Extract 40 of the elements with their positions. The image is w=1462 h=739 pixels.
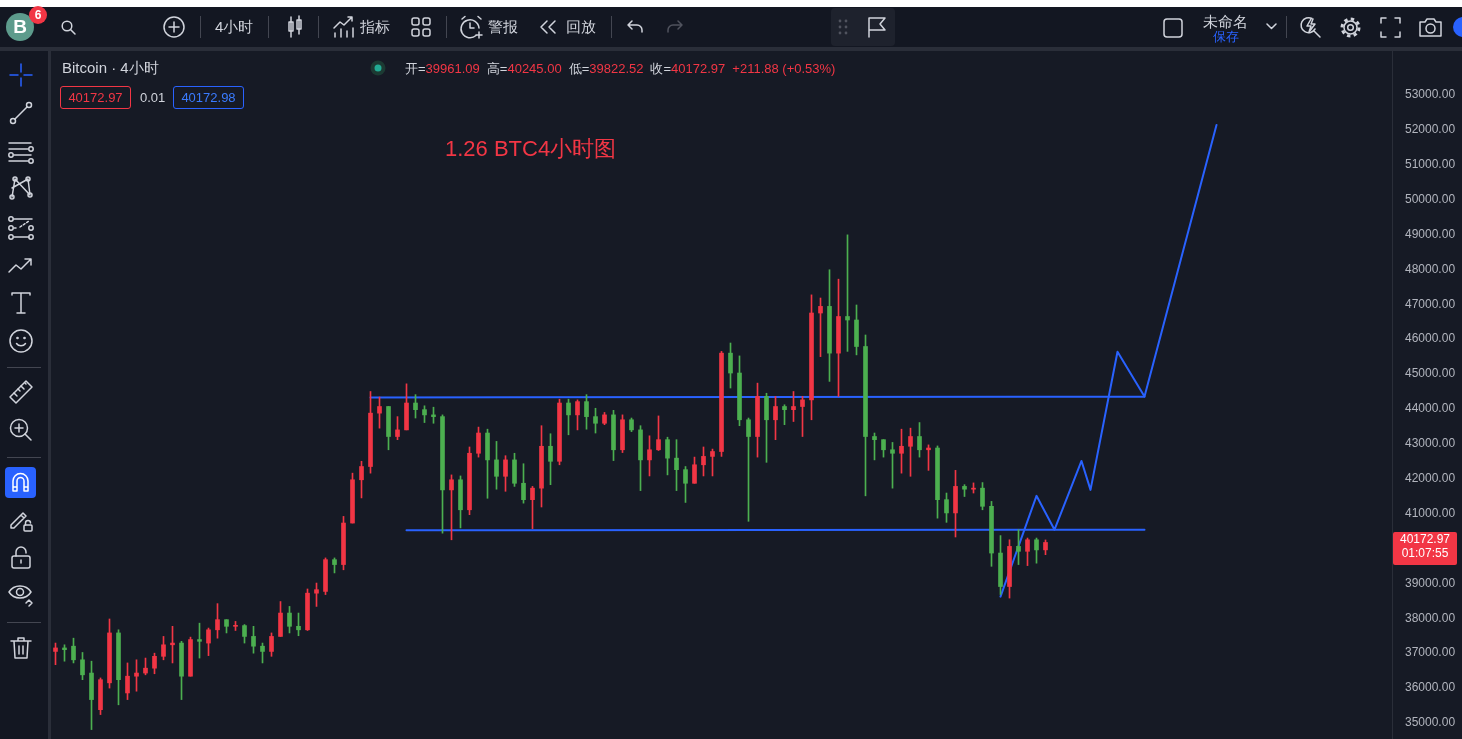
y-tick-label: 42000.00 xyxy=(1405,471,1456,486)
y-tick-label: 48000.00 xyxy=(1405,261,1456,276)
text: 警报 xyxy=(488,18,518,35)
y-tick-label: 50000.00 xyxy=(1405,191,1456,206)
y-tick-label: 38000.00 xyxy=(1405,610,1456,625)
annotation: 40172.97 xyxy=(671,61,726,76)
y-tick-label: 46000.00 xyxy=(1405,331,1456,346)
y-tick-label: 39000.00 xyxy=(1405,575,1456,590)
annotation: 39822.52 xyxy=(589,61,644,76)
y-tick-label: 47000.00 xyxy=(1405,296,1456,311)
text: 保存 xyxy=(1213,29,1239,44)
y-tick-label: 35000.00 xyxy=(1405,715,1456,730)
y-tick-label: 37000.00 xyxy=(1405,645,1456,660)
annotation: 39961.09 xyxy=(425,61,480,76)
annotation: 0.01 xyxy=(140,90,166,105)
text: 01:07:55 xyxy=(1400,546,1450,561)
annotation: 高= xyxy=(486,61,508,76)
annotation: 40172.98 xyxy=(181,90,236,105)
y-tick-label: 43000.00 xyxy=(1405,436,1456,451)
y-tick-label: 44000.00 xyxy=(1405,401,1456,416)
text: 40172.97 xyxy=(1398,532,1452,547)
annotation: 开= xyxy=(405,61,426,76)
text: 未命名 xyxy=(1203,13,1248,30)
y-tick-label: 36000.00 xyxy=(1405,680,1456,695)
annotation: +211.88 (+0.53%) xyxy=(732,61,836,76)
y-tick-label: 53000.00 xyxy=(1405,87,1456,102)
annotation: Bitcoin · 4小时 xyxy=(62,59,159,76)
y-tick-label: 41000.00 xyxy=(1405,505,1456,520)
y-tick-label: 49000.00 xyxy=(1405,226,1456,241)
y-tick-label: 51000.00 xyxy=(1405,157,1456,172)
text: 4小时 xyxy=(215,18,254,35)
text: 回放 xyxy=(566,18,596,35)
annotation: 收= xyxy=(650,61,672,76)
y-tick-label: 52000.00 xyxy=(1405,122,1456,137)
y-tick-label: 45000.00 xyxy=(1405,366,1456,381)
annotation: 40245.00 xyxy=(507,61,562,76)
annotation: 低= xyxy=(568,61,590,76)
annotation: 40172.97 xyxy=(68,90,123,105)
text: 1.26 BTC4小时图 xyxy=(445,136,617,161)
text: 指标 xyxy=(360,18,390,35)
